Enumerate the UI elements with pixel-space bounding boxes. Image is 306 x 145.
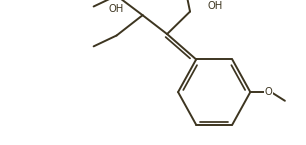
Text: O: O — [264, 87, 272, 97]
Text: OH: OH — [207, 1, 223, 11]
Text: OH: OH — [109, 4, 124, 14]
